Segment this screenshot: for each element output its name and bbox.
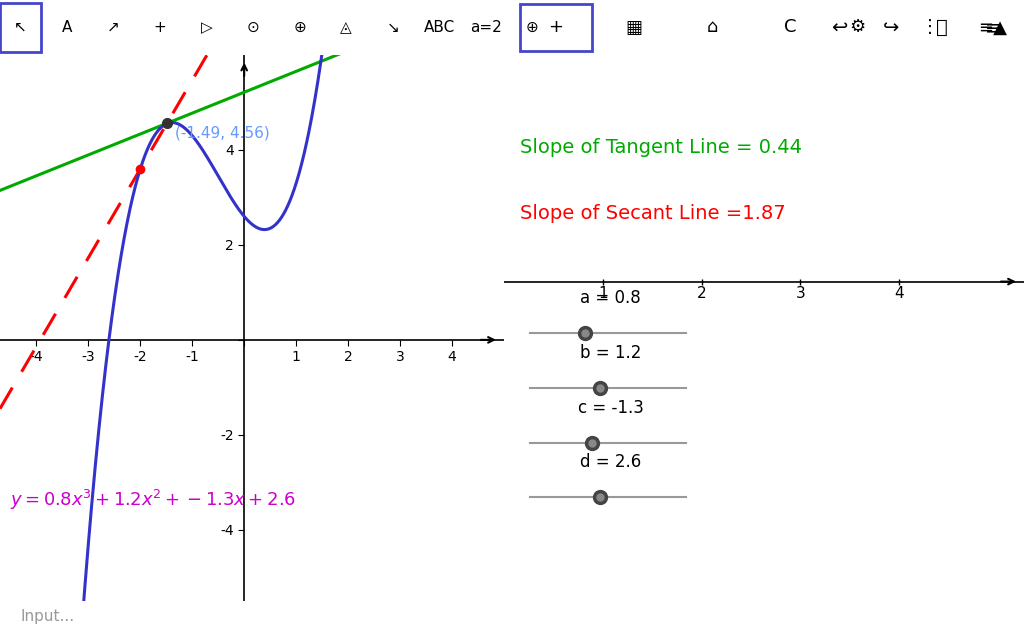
Text: ⊕: ⊕	[294, 20, 306, 35]
Text: ⋮: ⋮	[922, 18, 939, 37]
Text: ⚙: ⚙	[850, 18, 865, 37]
Text: Slope of Secant Line =1.87: Slope of Secant Line =1.87	[519, 204, 785, 223]
Text: $y = 0.8x^3 + 1.2x^2 + -1.3x + 2.6$: $y = 0.8x^3 + 1.2x^2 + -1.3x + 2.6$	[10, 488, 296, 512]
Text: ≡▲: ≡▲	[978, 18, 1008, 37]
Text: +: +	[549, 18, 563, 37]
Text: 1: 1	[598, 286, 607, 301]
Text: b = 1.2: b = 1.2	[580, 344, 641, 362]
Bar	[0, 3, 41, 52]
Text: A: A	[61, 20, 73, 35]
Text: ↩: ↩	[831, 18, 848, 37]
Text: ⊙: ⊙	[247, 20, 259, 35]
Bar	[519, 4, 593, 50]
Text: 3: 3	[796, 286, 805, 301]
Text: ↖: ↖	[14, 20, 27, 35]
Text: ↘: ↘	[386, 20, 399, 35]
Text: a = 0.8: a = 0.8	[581, 290, 641, 307]
Text: ↪: ↪	[883, 18, 899, 37]
Text: C: C	[783, 18, 797, 37]
Text: 4: 4	[894, 286, 904, 301]
Text: a=2: a=2	[470, 20, 502, 35]
Text: (-1.49, 4.56): (-1.49, 4.56)	[174, 126, 269, 141]
Text: ABC: ABC	[424, 20, 455, 35]
Text: ▦: ▦	[626, 18, 642, 37]
Text: ≡: ≡	[985, 18, 1001, 37]
Text: 🔍: 🔍	[936, 18, 948, 37]
Text: ⌂: ⌂	[707, 18, 718, 37]
Text: ◬: ◬	[340, 20, 352, 35]
Text: ↗: ↗	[108, 20, 120, 35]
Text: Slope of Tangent Line = 0.44: Slope of Tangent Line = 0.44	[519, 138, 802, 157]
Text: d = 2.6: d = 2.6	[580, 453, 641, 471]
Text: +: +	[154, 20, 167, 35]
Text: ▷: ▷	[201, 20, 213, 35]
Text: c = -1.3: c = -1.3	[578, 399, 643, 416]
Text: Input...: Input...	[20, 608, 75, 623]
Text: ⊕: ⊕	[526, 20, 539, 35]
Text: 2: 2	[696, 286, 707, 301]
